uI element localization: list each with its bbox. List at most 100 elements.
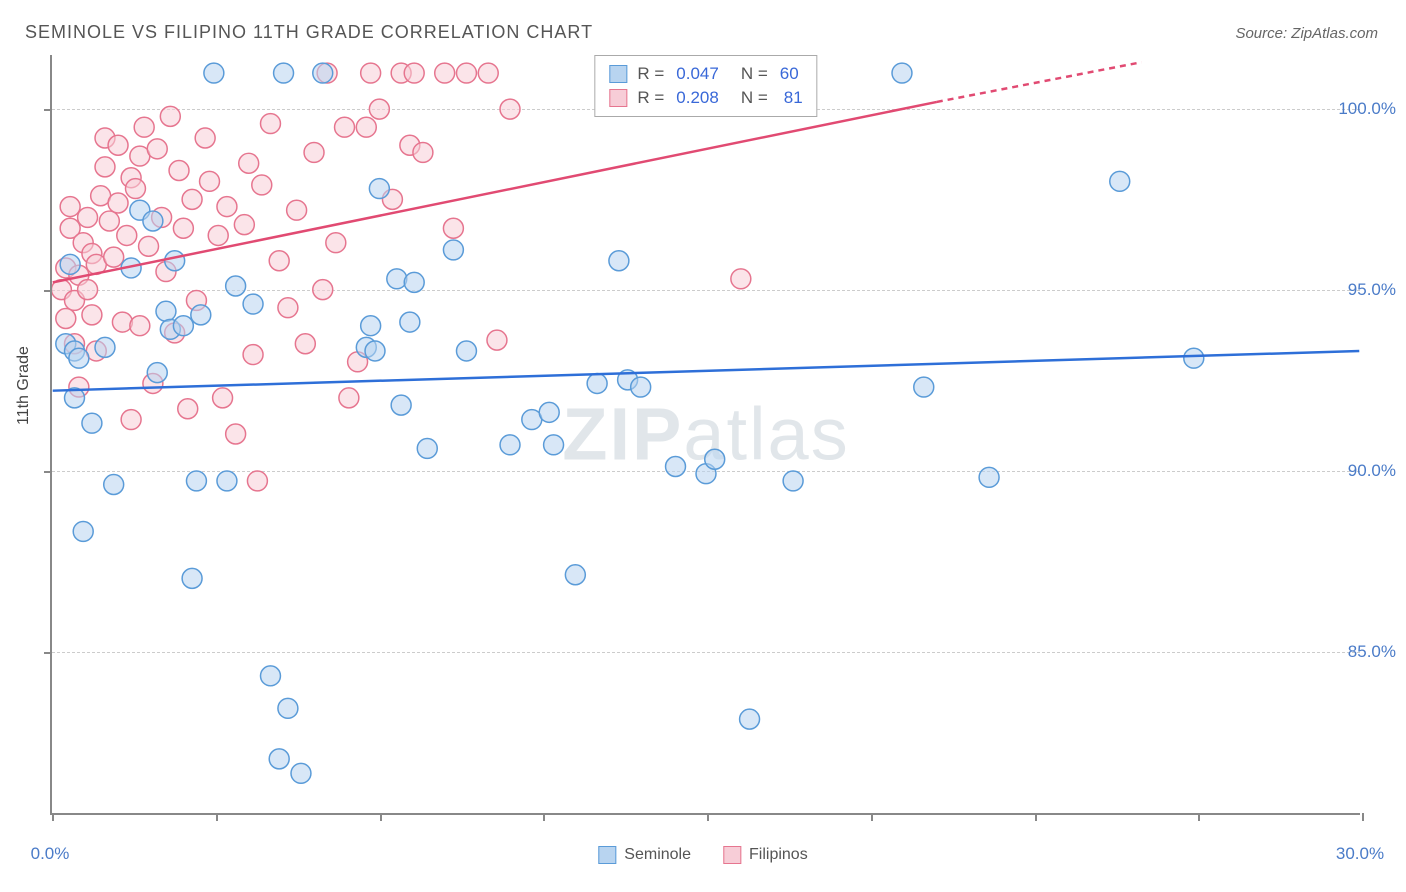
legend-swatch-filipino-icon — [723, 846, 741, 864]
scatter-point — [217, 197, 237, 217]
n-value: 60 — [778, 64, 799, 84]
scatter-point — [417, 438, 437, 458]
scatter-point — [369, 179, 389, 199]
scatter-point — [173, 316, 193, 336]
scatter-point — [99, 211, 119, 231]
scatter-point — [705, 449, 725, 469]
y-tick — [44, 652, 52, 654]
scatter-point — [783, 471, 803, 491]
y-tick — [44, 290, 52, 292]
scatter-point — [609, 251, 629, 271]
scatter-point — [104, 247, 124, 267]
scatter-point — [979, 467, 999, 487]
scatter-point — [95, 337, 115, 357]
scatter-point — [356, 117, 376, 137]
scatter-point — [400, 312, 420, 332]
scatter-point — [200, 171, 220, 191]
scatter-point — [339, 388, 359, 408]
scatter-point — [1184, 348, 1204, 368]
scatter-point — [361, 316, 381, 336]
scatter-point — [147, 363, 167, 383]
scatter-point — [213, 388, 233, 408]
scatter-point — [73, 521, 93, 541]
legend-swatch-seminole-icon — [598, 846, 616, 864]
legend-item-seminole: Seminole — [598, 846, 691, 864]
plot-area: ZIPatlas R = 0.047 N = 60 R = 0.208 N = … — [50, 55, 1360, 815]
scatter-point — [95, 157, 115, 177]
x-tick — [707, 813, 709, 821]
n-value: 81 — [778, 88, 803, 108]
legend-label-filipino: Filipinos — [749, 846, 808, 864]
scatter-point — [112, 312, 132, 332]
scatter-point — [60, 197, 80, 217]
scatter-point — [243, 294, 263, 314]
scatter-point — [165, 251, 185, 271]
scatter-point — [435, 63, 455, 83]
scatter-point — [387, 269, 407, 289]
scatter-point — [117, 226, 137, 246]
r-value: 0.208 — [674, 88, 719, 108]
scatter-point — [304, 142, 324, 162]
scatter-point — [500, 99, 520, 119]
r-label: R = — [637, 88, 664, 108]
scatter-point — [243, 345, 263, 365]
scatter-point — [226, 276, 246, 296]
y-axis-label: 11th Grade — [15, 346, 33, 425]
x-tick — [1198, 813, 1200, 821]
scatter-point — [108, 193, 128, 213]
scatter-point — [287, 200, 307, 220]
scatter-point — [587, 373, 607, 393]
r-value: 0.047 — [674, 64, 719, 84]
bottom-legend: Seminole Filipinos — [598, 846, 807, 864]
scatter-point — [217, 471, 237, 491]
x-tick — [1362, 813, 1364, 821]
chart-container: SEMINOLE VS FILIPINO 11TH GRADE CORRELAT… — [0, 0, 1406, 892]
scatter-point — [544, 435, 564, 455]
scatter-point — [78, 280, 98, 300]
scatter-point — [226, 424, 246, 444]
scatter-point — [191, 305, 211, 325]
scatter-point — [195, 128, 215, 148]
x-tick-label: 30.0% — [1336, 844, 1384, 864]
scatter-point — [139, 236, 159, 256]
scatter-point — [413, 142, 433, 162]
legend-label-seminole: Seminole — [624, 846, 691, 864]
y-tick — [44, 471, 52, 473]
scatter-point — [335, 117, 355, 137]
scatter-point — [313, 63, 333, 83]
scatter-point — [269, 749, 289, 769]
scatter-point — [565, 565, 585, 585]
scatter-point — [204, 63, 224, 83]
scatter-point — [313, 280, 333, 300]
x-tick-label: 0.0% — [31, 844, 70, 864]
scatter-point — [134, 117, 154, 137]
scatter-point — [208, 226, 228, 246]
x-tick — [543, 813, 545, 821]
scatter-point — [269, 251, 289, 271]
legend-swatch-seminole — [609, 65, 627, 83]
scatter-point — [539, 402, 559, 422]
legend-stats-row-filipino: R = 0.208 N = 81 — [609, 86, 802, 110]
scatter-point — [173, 218, 193, 238]
scatter-point — [278, 698, 298, 718]
scatter-point — [182, 189, 202, 209]
scatter-point — [104, 475, 124, 495]
scatter-point — [125, 179, 145, 199]
scatter-point — [160, 106, 180, 126]
scatter-point — [186, 471, 206, 491]
scatter-point — [443, 218, 463, 238]
scatter-point — [261, 666, 281, 686]
scatter-point — [443, 240, 463, 260]
scatter-point — [143, 211, 163, 231]
x-tick — [871, 813, 873, 821]
scatter-point — [404, 272, 424, 292]
scatter-point — [291, 763, 311, 783]
scatter-point — [456, 63, 476, 83]
scatter-point — [156, 301, 176, 321]
trend-line — [937, 62, 1142, 102]
scatter-point — [261, 114, 281, 134]
scatter-point — [365, 341, 385, 361]
scatter-point — [740, 709, 760, 729]
scatter-point — [892, 63, 912, 83]
plot-svg — [52, 55, 1360, 813]
